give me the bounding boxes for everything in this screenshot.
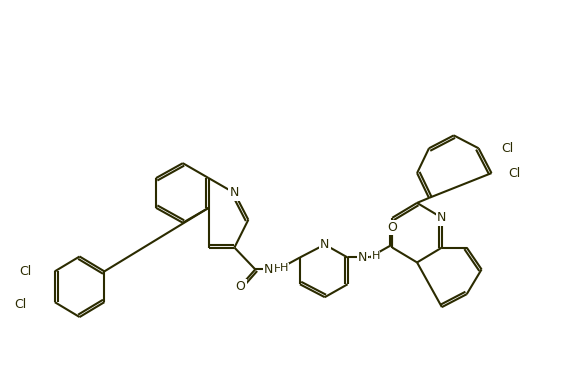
Text: N: N — [230, 186, 239, 200]
Text: H: H — [274, 264, 282, 274]
Text: O: O — [236, 280, 245, 293]
Text: O: O — [387, 221, 397, 234]
Text: Cl: Cl — [508, 166, 521, 180]
Text: N: N — [437, 211, 447, 224]
Text: N: N — [358, 251, 367, 264]
Text: Cl: Cl — [501, 142, 514, 155]
Text: H: H — [371, 252, 380, 261]
Text: N: N — [264, 263, 273, 276]
Text: N: N — [320, 238, 329, 251]
Text: H: H — [280, 263, 289, 273]
Text: Cl: Cl — [15, 298, 27, 310]
Text: Cl: Cl — [20, 265, 32, 278]
